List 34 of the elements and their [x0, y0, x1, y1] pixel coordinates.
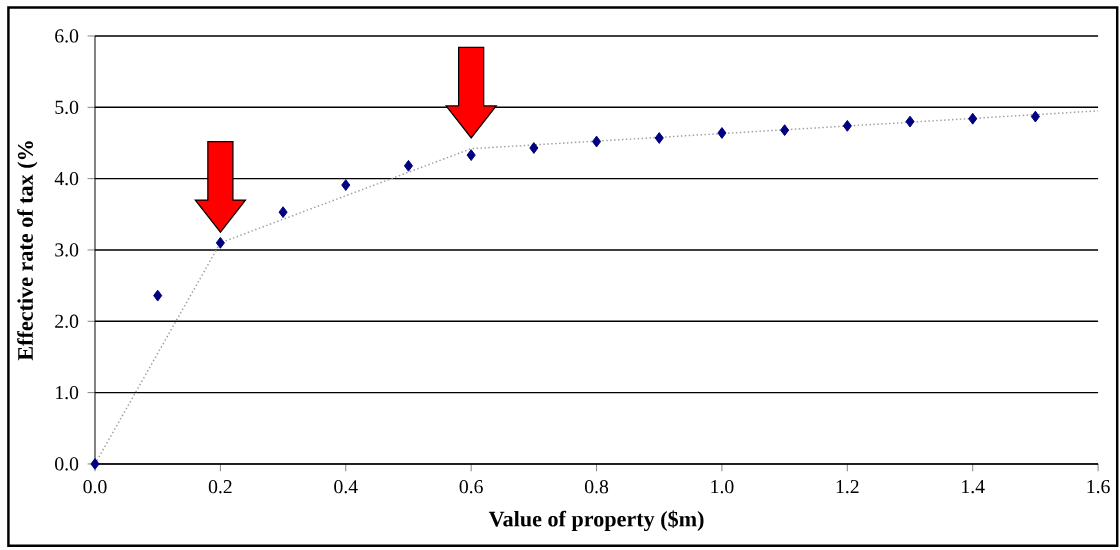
- point: [90, 458, 100, 470]
- point: [1030, 110, 1040, 123]
- point: [654, 132, 664, 144]
- y-tick-label: 3.0: [55, 243, 79, 257]
- point: [278, 206, 288, 219]
- x-axis-title: Value of property ($m): [488, 510, 704, 532]
- point: [780, 124, 790, 137]
- x-tick-label: 0.0: [83, 480, 107, 494]
- point: [153, 289, 163, 302]
- point: [466, 149, 476, 161]
- x-tick-label: 1.0: [711, 480, 734, 494]
- point: [403, 159, 414, 172]
- y-tick-label: 6.0: [55, 29, 79, 43]
- point: [968, 112, 978, 125]
- y-tick-label: 2.0: [55, 314, 79, 328]
- point: [215, 236, 225, 249]
- point: [842, 119, 852, 132]
- y-tick-label: 5.0: [55, 100, 79, 114]
- point: [717, 127, 727, 139]
- point: [592, 135, 602, 148]
- point: [341, 179, 351, 191]
- x-tick-label: 0.6: [459, 480, 483, 494]
- x-tick-label: 0.4: [334, 480, 358, 494]
- y-tick-label: 0.0: [55, 457, 79, 471]
- point: [905, 115, 915, 128]
- x-tick-label: 0.2: [208, 480, 232, 494]
- point: [529, 142, 539, 154]
- y-axis-title: Effective rate of tax (%: [17, 141, 38, 361]
- x-tick-label: 1.6: [1087, 480, 1110, 494]
- x-tick-label: 1.4: [962, 480, 985, 494]
- y-tick-label: 1.0: [56, 385, 79, 400]
- y-tick-label: 4.0: [54, 171, 79, 186]
- x-tick-label: 0.8: [584, 480, 609, 494]
- x-tick-label: 1.2: [836, 480, 859, 494]
